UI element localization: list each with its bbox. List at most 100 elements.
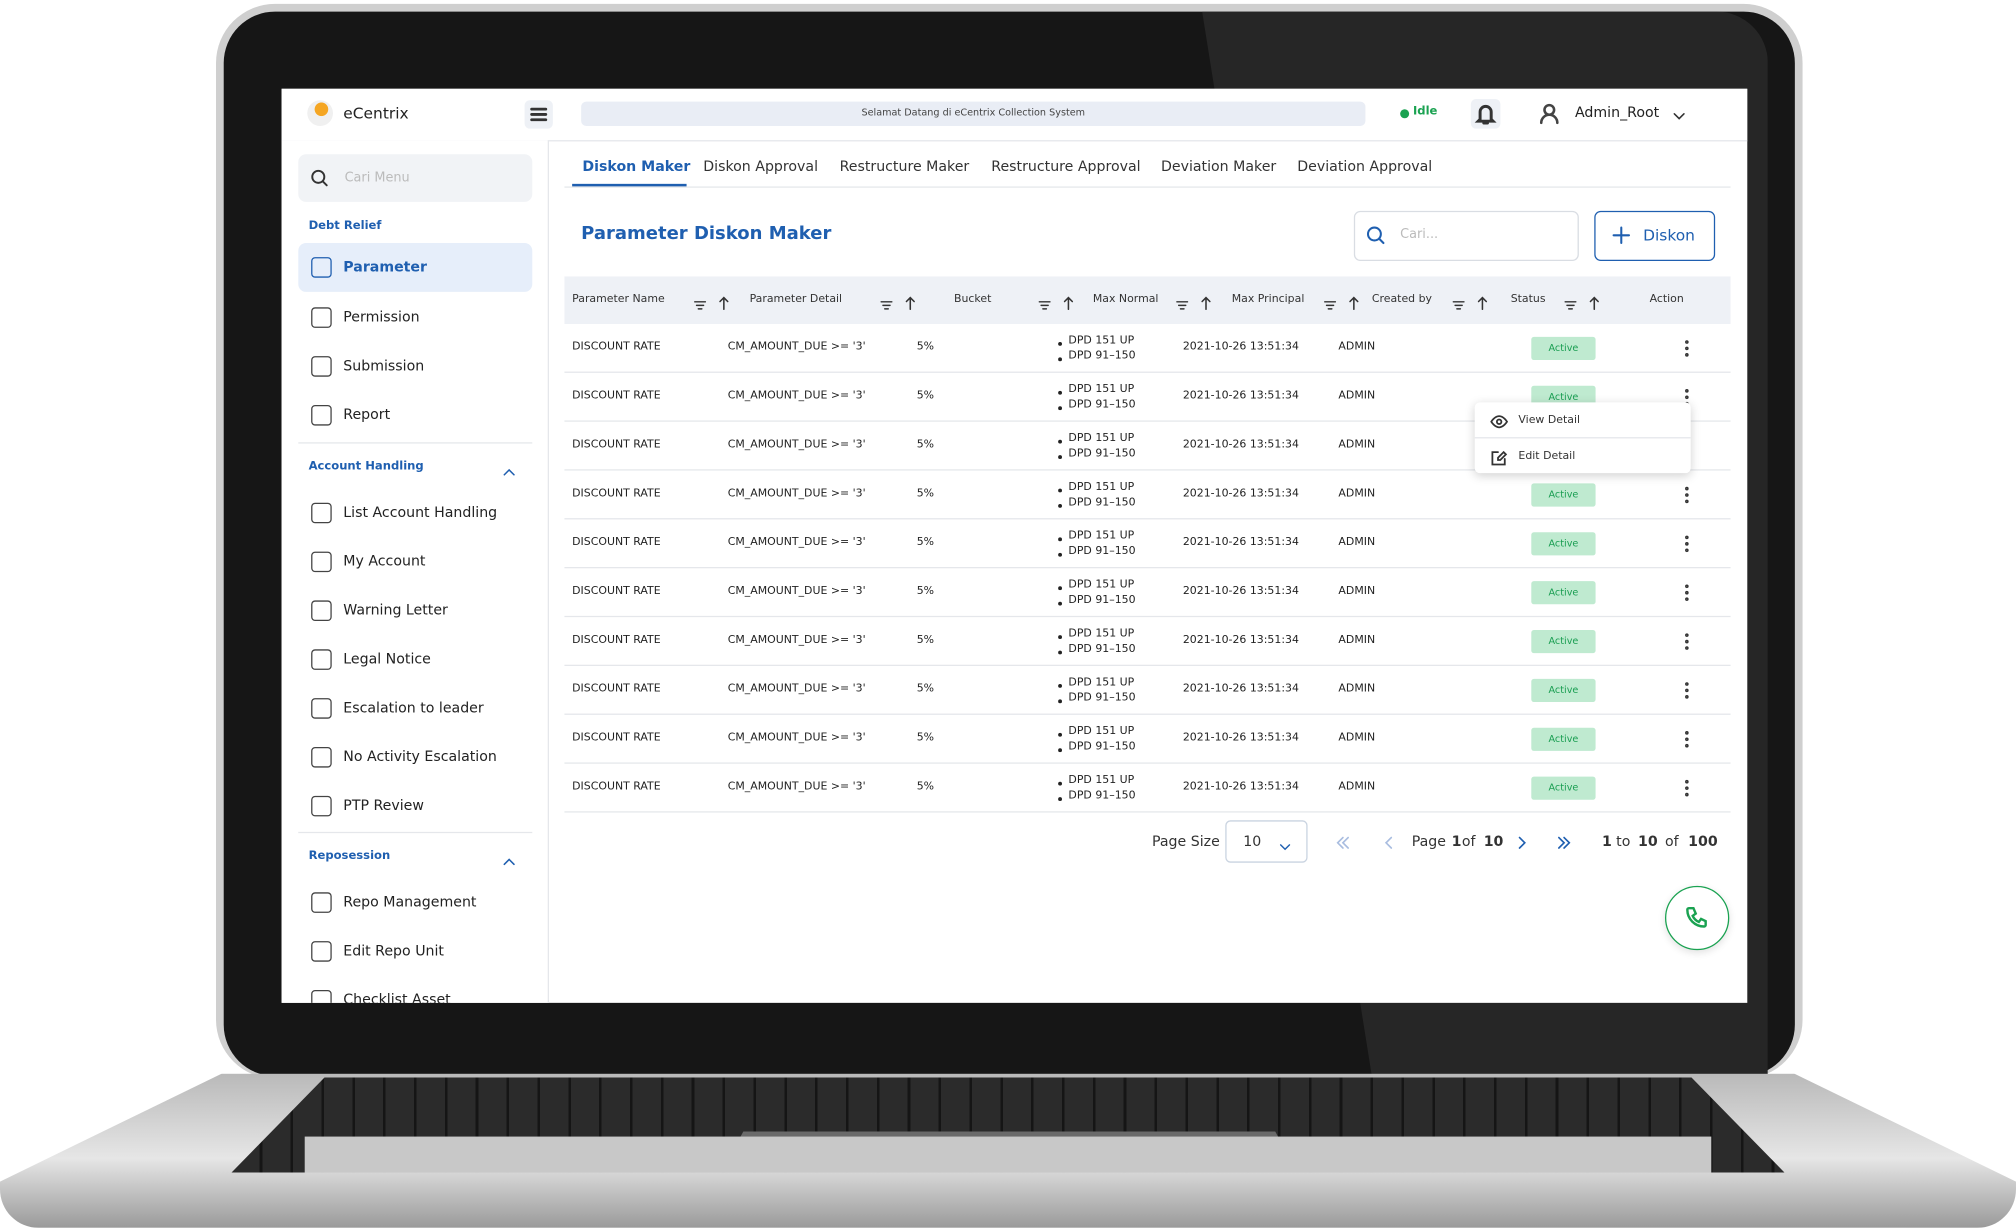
row-action[interactable] (1677, 338, 1698, 359)
menu-item[interactable]: Permission (343, 308, 420, 326)
row-action[interactable] (1677, 778, 1698, 799)
user-avatar (1536, 100, 1562, 126)
prev-page-svg (1384, 836, 1393, 849)
tab[interactable]: Restructure Maker (839, 158, 970, 175)
cell: ADMIN (1338, 633, 1376, 647)
user-chevron[interactable] (1671, 104, 1686, 120)
filter-icon[interactable] (1452, 293, 1466, 310)
first-page[interactable] (1335, 832, 1352, 849)
page-word: Page (1411, 833, 1446, 850)
filter-icon[interactable] (1563, 293, 1577, 310)
bullet (1058, 683, 1062, 688)
table-row-border (564, 615, 1731, 618)
menu-item[interactable]: Repo Management (343, 893, 477, 911)
menu-item[interactable]: Warning Letter (343, 601, 448, 619)
row-action[interactable] (1677, 582, 1698, 603)
row-action[interactable] (1677, 680, 1698, 701)
menu-item[interactable]: Submission (343, 357, 425, 375)
table-row-border (564, 566, 1731, 569)
menu-item[interactable]: Legal Notice (343, 650, 431, 668)
cell: CM_AMOUNT_DUE >= '3' (727, 487, 866, 501)
filter-icon[interactable] (1323, 293, 1337, 310)
status-text: Active (1548, 586, 1579, 598)
user-name[interactable]: Admin_Root (1574, 104, 1660, 121)
next-page[interactable] (1513, 832, 1530, 849)
menu-item[interactable]: PTP Review (343, 797, 424, 814)
tab[interactable]: Diskon Maker (582, 158, 691, 175)
menu-item[interactable]: Report (343, 406, 391, 423)
sort-icon[interactable] (1346, 292, 1361, 310)
sort-icon[interactable] (1475, 292, 1490, 310)
sort-icon[interactable] (1061, 292, 1076, 310)
search-icon (1365, 225, 1386, 246)
bullet (1058, 552, 1062, 557)
menu-item[interactable]: My Account (343, 552, 426, 570)
notification-bell[interactable] (1470, 98, 1501, 129)
context-item[interactable]: View Detail (1518, 413, 1581, 427)
section-chevron[interactable] (501, 850, 516, 866)
row-action[interactable] (1677, 534, 1698, 555)
page-size-select[interactable] (1225, 820, 1308, 863)
cell: ADMIN (1338, 780, 1376, 794)
filter-icon[interactable] (1175, 293, 1189, 310)
tab[interactable]: Restructure Approval (991, 158, 1141, 175)
cell: DISCOUNT RATE (572, 487, 661, 501)
row-action-svg (1685, 486, 1689, 504)
sort-icon[interactable] (1587, 292, 1602, 310)
menu-item[interactable]: List Account Handling (343, 503, 498, 521)
cell: DPD 151 UP (1068, 480, 1135, 494)
search-box[interactable] (1353, 210, 1579, 261)
menu-item[interactable]: Checklist Asset (343, 991, 451, 1003)
sort-icon[interactable] (903, 292, 918, 310)
tab[interactable]: Deviation Approval (1297, 158, 1433, 175)
filter-icon[interactable] (693, 293, 707, 310)
last-page[interactable] (1556, 832, 1573, 849)
cell: DPD 91–150 (1068, 691, 1136, 705)
first-page-svg (1336, 836, 1349, 849)
menu-icon (311, 795, 332, 817)
sort-icon[interactable] (716, 292, 731, 310)
row-action[interactable] (1677, 631, 1698, 652)
menu-item[interactable]: Escalation to leader (343, 699, 484, 717)
context-item[interactable]: Edit Detail (1518, 449, 1576, 463)
call-icon-svg (1686, 906, 1707, 928)
sidebar-search[interactable] (298, 154, 533, 202)
cell: DISCOUNT RATE (572, 682, 661, 696)
tab[interactable]: Deviation Maker (1160, 158, 1277, 175)
cell: 5% (916, 682, 935, 696)
row-action[interactable] (1677, 729, 1698, 750)
filter-icon[interactable] (879, 293, 893, 310)
tab[interactable]: Diskon Approval (703, 158, 819, 175)
status-badge (1531, 727, 1596, 751)
add-icon (1611, 225, 1632, 246)
call-button[interactable] (1664, 885, 1730, 951)
cell: DPD 151 UP (1068, 431, 1135, 445)
status-text: Active (1548, 683, 1579, 696)
add-button[interactable] (1594, 210, 1716, 261)
active-item-bg (298, 242, 533, 292)
section-title: Reposession (308, 849, 391, 863)
status-badge (1531, 776, 1596, 800)
menu-item[interactable]: Parameter (343, 258, 427, 276)
filter-icon[interactable] (1038, 293, 1052, 310)
status-badge (1531, 629, 1596, 654)
sidebar-search-icon-svg (311, 169, 328, 187)
cell: DISCOUNT RATE (572, 584, 661, 598)
row-action-svg (1685, 584, 1689, 601)
status-text: Idle (1412, 105, 1438, 119)
menu-toggle-svg (530, 107, 548, 122)
menu-item[interactable]: No Activity Escalation (343, 748, 497, 765)
menu-item[interactable]: Edit Repo Unit (343, 942, 444, 960)
cell: ADMIN (1338, 731, 1376, 745)
row-action[interactable] (1677, 485, 1698, 506)
section-chevron[interactable] (501, 460, 516, 476)
sort-icon[interactable] (1198, 292, 1213, 310)
cell: DPD 151 UP (1068, 578, 1135, 592)
brand: eCentrix (343, 104, 409, 123)
filter-icon-svg (1564, 301, 1577, 310)
cell: CM_AMOUNT_DUE >= '3' (727, 438, 866, 452)
cell: DPD 151 UP (1068, 725, 1135, 738)
prev-page[interactable] (1381, 832, 1398, 849)
menu-toggle[interactable] (524, 100, 553, 129)
cell: ADMIN (1338, 536, 1376, 549)
